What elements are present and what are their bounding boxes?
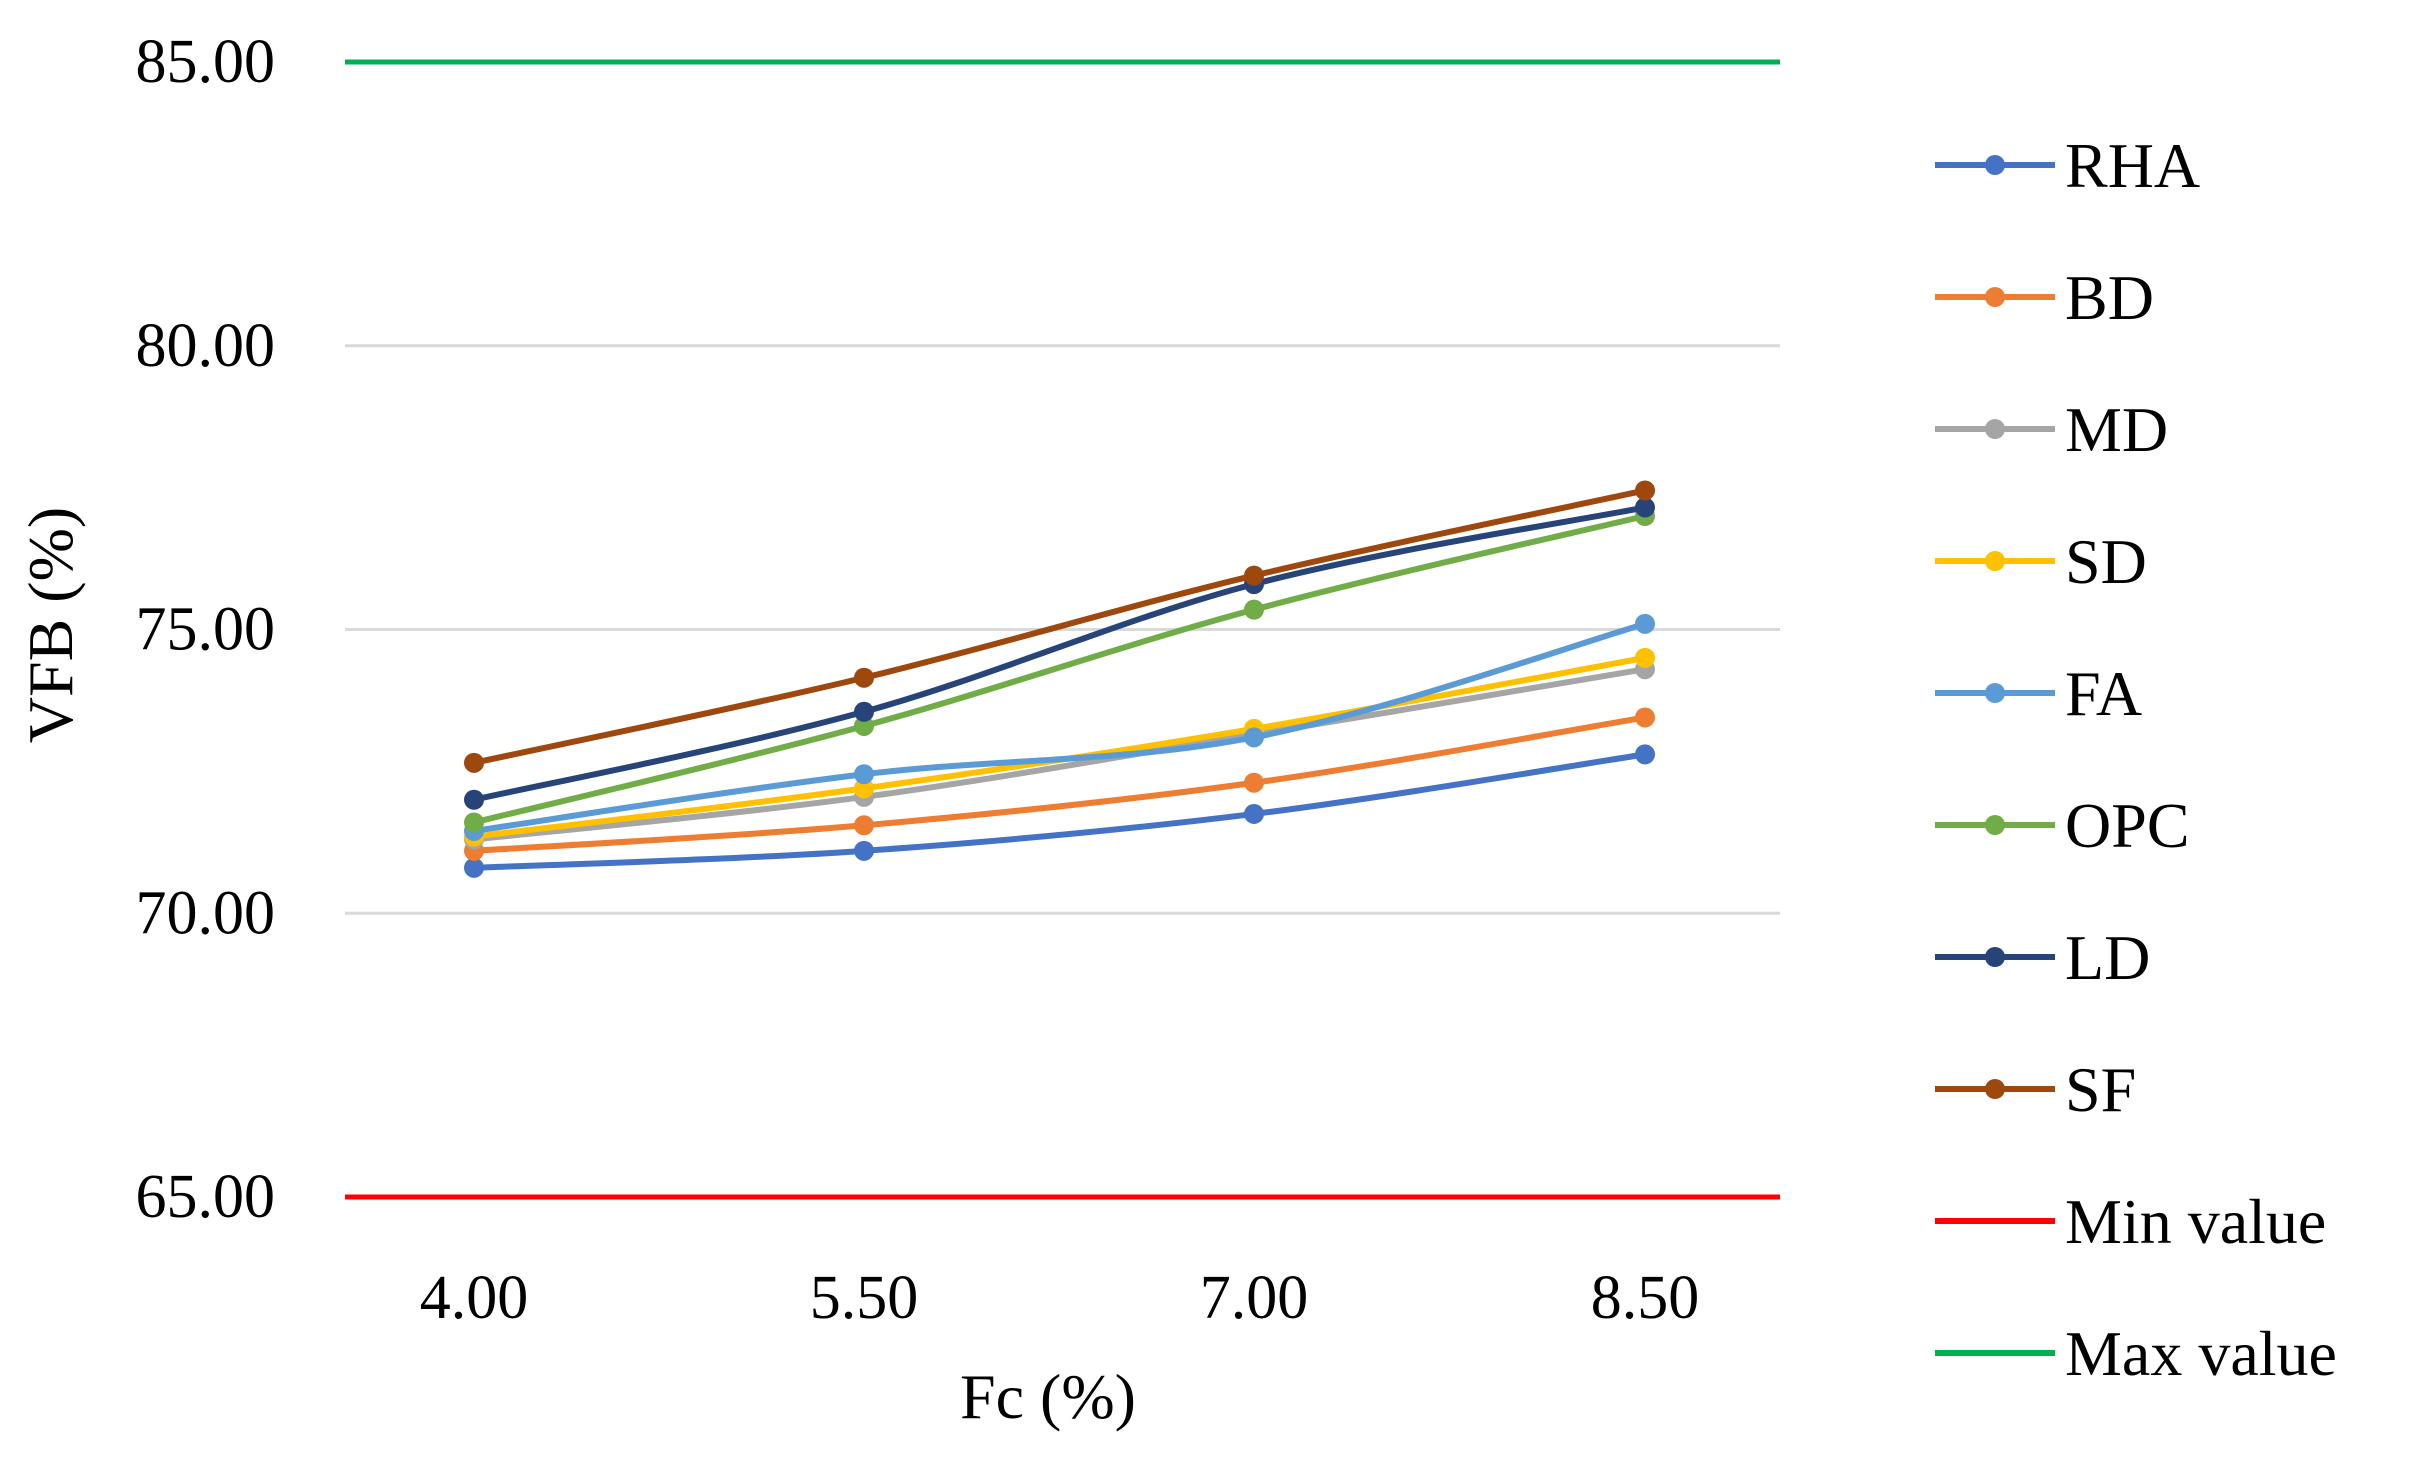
series-line-fa [473,620,1646,834]
data-point-bd-7.00 [1244,772,1264,793]
legend-label-ld: LD [2065,922,2150,993]
data-point-opc-4.00 [464,812,484,833]
gridlines [345,60,1780,1199]
series-line-bd [473,714,1646,854]
legend-label-bd: BD [2065,262,2154,333]
legend-label-max-value: Max value [2065,1318,2337,1389]
data-point-sf-7.00 [1244,565,1264,586]
series-line-rha [473,751,1646,871]
x-axis-title: Fc (%) [960,1361,1136,1432]
data-point-ld-8.50 [1635,497,1655,518]
x-axis-tick-labels: 4.00 5.50 7.00 8.50 [420,1264,1700,1332]
data-point-sf-5.50 [854,667,874,688]
data-point-sf-4.00 [464,752,484,773]
data-point-opc-7.00 [1244,599,1264,620]
data-point-opc-5.50 [854,715,874,736]
y-axis-title: VFB (%) [15,507,86,743]
y-tick-label: 75.00 [136,596,276,664]
data-point-sd-5.50 [854,778,874,799]
series-line-ld [473,504,1646,803]
data-point-sf-8.50 [1635,480,1655,501]
legend-label-sf: SF [2065,1054,2136,1125]
legend-marker-fa [1985,683,2005,703]
legend-label-min-value: Min value [2065,1186,2326,1257]
legend-marker-opc [1985,815,2005,835]
data-point-bd-8.50 [1635,707,1655,728]
legend-label-rha: RHA [2065,130,2200,201]
series-line-md [473,666,1646,843]
legend-marker-md [1985,419,2005,439]
legend-marker-bd [1985,287,2005,307]
legend-marker-sf [1985,1079,2005,1099]
y-axis-tick-labels: 65.00 70.00 75.00 80.00 85.00 [136,28,276,1231]
series-lines [464,480,1655,878]
data-point-rha-5.50 [854,840,874,861]
legend-label-fa: FA [2065,658,2142,729]
legend-marker-rha [1985,155,2005,175]
data-point-ld-4.00 [464,789,484,810]
data-point-rha-8.50 [1635,744,1655,765]
data-point-sd-8.50 [1635,647,1655,668]
y-tick-label: 85.00 [136,28,276,96]
data-point-rha-4.00 [464,857,484,878]
y-tick-label: 70.00 [136,879,276,947]
reference-lines [345,59,1780,1200]
x-tick-label: 5.50 [810,1264,919,1332]
legend-marker-sd [1985,551,2005,571]
legend-label-opc: OPC [2065,790,2190,861]
series-line-opc [473,513,1646,826]
data-point-fa-7.00 [1244,727,1264,748]
series-line-sf [473,487,1646,766]
x-tick-label: 7.00 [1200,1264,1309,1332]
x-tick-label: 8.50 [1591,1264,1700,1332]
data-point-fa-8.50 [1635,613,1655,634]
data-point-fa-5.50 [854,764,874,785]
legend-label-sd: SD [2065,526,2147,597]
data-point-rha-7.00 [1244,803,1264,824]
y-tick-label: 65.00 [136,1163,276,1231]
legend-label-md: MD [2065,394,2168,465]
legend-marker-ld [1985,947,2005,967]
legend: RHA BD MD SD FA OPC LD SF Min value Max value [1935,130,2337,1389]
data-point-ld-5.50 [854,701,874,722]
data-point-bd-5.50 [854,815,874,836]
x-tick-label: 4.00 [420,1264,529,1332]
y-tick-label: 80.00 [136,312,276,380]
